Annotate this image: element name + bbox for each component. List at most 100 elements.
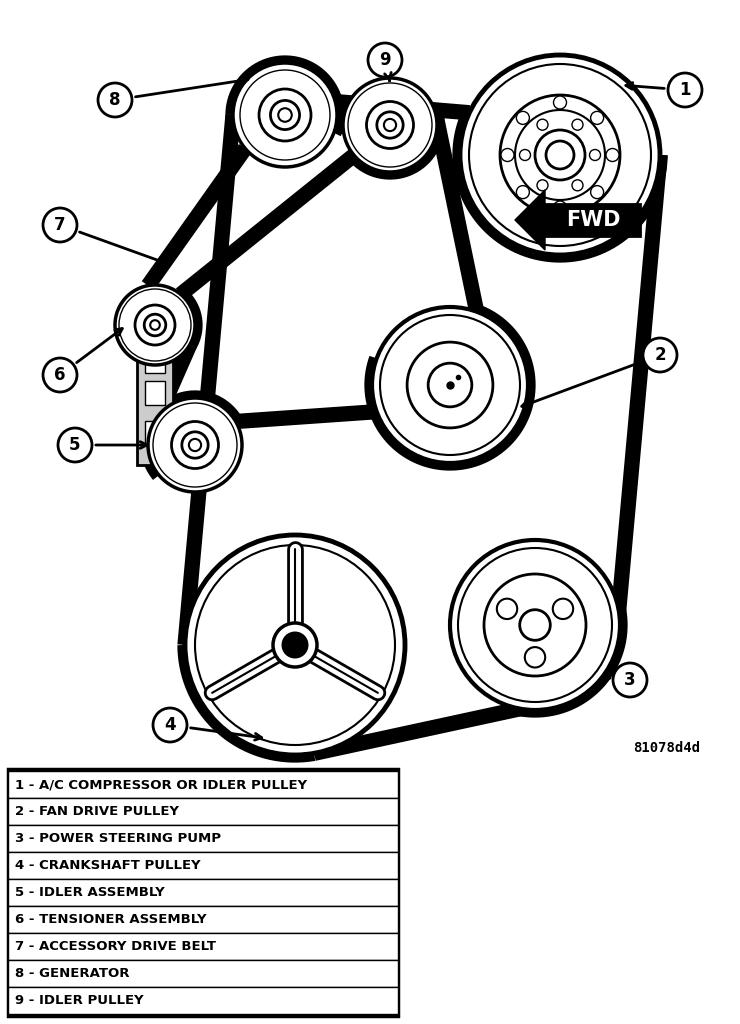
Bar — [145, 349, 165, 373]
Text: 3: 3 — [624, 671, 636, 689]
Text: 4: 4 — [164, 716, 176, 734]
Text: 7: 7 — [54, 216, 66, 234]
Text: 9: 9 — [379, 51, 391, 69]
Circle shape — [119, 289, 191, 361]
Circle shape — [58, 428, 92, 462]
Circle shape — [458, 548, 612, 702]
Circle shape — [384, 119, 396, 131]
Text: 3 - POWER STEERING PUMP: 3 - POWER STEERING PUMP — [15, 831, 221, 845]
Circle shape — [546, 141, 574, 169]
Text: 8 - GENERATOR: 8 - GENERATOR — [15, 967, 130, 980]
Circle shape — [148, 398, 242, 492]
Circle shape — [115, 285, 195, 365]
Bar — [8, 798, 398, 825]
Circle shape — [517, 112, 529, 124]
Circle shape — [643, 338, 677, 372]
Circle shape — [172, 422, 218, 469]
Bar — [8, 825, 398, 852]
Circle shape — [377, 112, 403, 138]
Circle shape — [460, 55, 660, 255]
Circle shape — [517, 185, 529, 199]
Text: 81078d4d: 81078d4d — [633, 741, 700, 755]
Circle shape — [613, 663, 647, 697]
Bar — [8, 933, 398, 961]
Bar — [545, 204, 640, 236]
Circle shape — [572, 119, 583, 130]
Circle shape — [366, 101, 414, 148]
Text: 9 - IDLER PULLEY: 9 - IDLER PULLEY — [15, 994, 144, 1007]
Bar — [8, 879, 398, 906]
Text: FWD: FWD — [566, 210, 620, 230]
Circle shape — [450, 540, 620, 710]
Circle shape — [537, 180, 548, 190]
Text: 5: 5 — [70, 436, 81, 454]
Circle shape — [380, 315, 520, 455]
Polygon shape — [515, 190, 545, 250]
Text: 5 - IDLER ASSEMBLY: 5 - IDLER ASSEMBLY — [15, 886, 165, 899]
FancyBboxPatch shape — [137, 325, 173, 465]
Bar — [145, 421, 165, 445]
Circle shape — [43, 208, 77, 242]
Circle shape — [407, 342, 493, 428]
Circle shape — [668, 73, 702, 106]
Circle shape — [515, 110, 605, 200]
Circle shape — [189, 439, 201, 452]
Bar — [8, 771, 398, 798]
Circle shape — [591, 112, 604, 124]
Bar — [145, 381, 165, 406]
Circle shape — [591, 185, 604, 199]
Bar — [8, 906, 398, 933]
Text: 6: 6 — [54, 366, 66, 384]
Circle shape — [98, 83, 132, 117]
Circle shape — [501, 148, 514, 162]
Text: 4 - CRANKSHAFT PULLEY: 4 - CRANKSHAFT PULLEY — [15, 859, 201, 872]
Circle shape — [153, 403, 237, 487]
Circle shape — [283, 633, 307, 657]
Circle shape — [43, 358, 77, 392]
Bar — [8, 769, 398, 1016]
Circle shape — [572, 180, 583, 190]
Bar — [8, 961, 398, 987]
Text: 2 - FAN DRIVE PULLEY: 2 - FAN DRIVE PULLEY — [15, 805, 179, 818]
Circle shape — [535, 130, 585, 180]
Circle shape — [240, 70, 330, 160]
Circle shape — [519, 609, 551, 640]
Text: 7 - ACCESSORY DRIVE BELT: 7 - ACCESSORY DRIVE BELT — [15, 940, 216, 953]
Text: 1: 1 — [679, 81, 690, 99]
Circle shape — [537, 119, 548, 130]
Circle shape — [278, 109, 292, 122]
Circle shape — [144, 314, 166, 336]
Circle shape — [270, 100, 300, 130]
Circle shape — [553, 599, 574, 620]
Text: 8: 8 — [110, 91, 121, 109]
Circle shape — [348, 83, 432, 167]
Circle shape — [497, 599, 517, 620]
Circle shape — [150, 321, 160, 330]
Text: 2: 2 — [654, 346, 666, 364]
Circle shape — [590, 150, 600, 161]
Text: 6 - TENSIONER ASSEMBLY: 6 - TENSIONER ASSEMBLY — [15, 913, 206, 926]
Circle shape — [500, 95, 620, 215]
Circle shape — [606, 148, 619, 162]
Circle shape — [185, 535, 405, 755]
Circle shape — [525, 647, 545, 668]
Circle shape — [372, 307, 528, 463]
Circle shape — [195, 545, 395, 745]
Circle shape — [273, 623, 317, 667]
Circle shape — [554, 201, 567, 214]
Circle shape — [519, 150, 531, 161]
Bar — [8, 987, 398, 1014]
Circle shape — [428, 364, 472, 407]
Circle shape — [182, 432, 208, 458]
Circle shape — [368, 43, 402, 77]
Circle shape — [469, 63, 651, 246]
Circle shape — [484, 574, 586, 676]
Text: 1 - A/C COMPRESSOR OR IDLER PULLEY: 1 - A/C COMPRESSOR OR IDLER PULLEY — [15, 778, 307, 791]
Circle shape — [259, 89, 311, 141]
Circle shape — [343, 78, 437, 172]
Bar — [8, 852, 398, 879]
Circle shape — [153, 708, 187, 742]
Circle shape — [233, 63, 337, 167]
Circle shape — [554, 96, 567, 109]
Circle shape — [135, 305, 175, 345]
